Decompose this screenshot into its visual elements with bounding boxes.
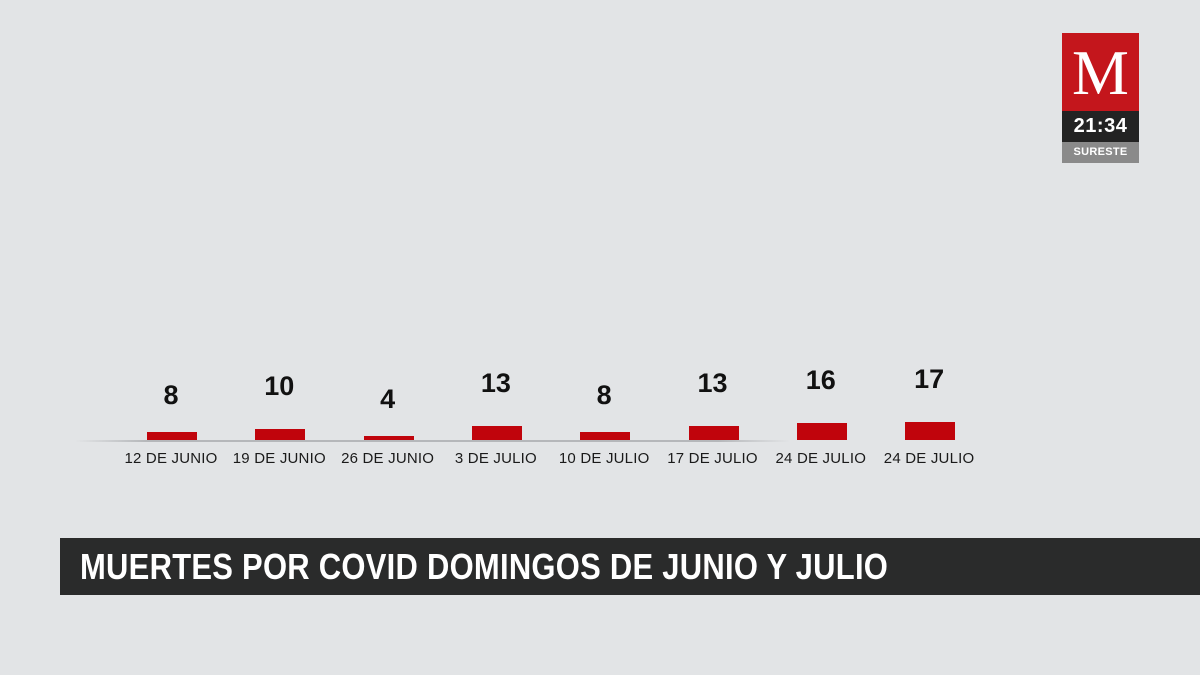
bar-group: 16 24 DE JULIO: [766, 0, 876, 480]
bar: [905, 422, 956, 440]
value-label: 10: [264, 371, 295, 401]
category-label: 3 DE JULIO: [454, 450, 537, 467]
category-label: 26 DE JUNIO: [341, 450, 435, 467]
value-label: 13: [480, 368, 511, 398]
value-label: 8: [163, 380, 179, 410]
bar: [255, 429, 306, 440]
chart-baseline: [75, 440, 790, 442]
value-label: 8: [596, 380, 612, 410]
bar-group: 8 12 DE JUNIO: [116, 0, 226, 480]
bar-group: 8 10 DE JULIO: [549, 0, 659, 480]
value-label: 4: [380, 384, 396, 414]
category-label: 24 DE JULIO: [883, 450, 975, 467]
bar-group: 4 26 DE JUNIO: [333, 0, 443, 480]
bar: [580, 432, 631, 440]
bar-group: 17 24 DE JULIO: [874, 0, 984, 480]
bar-chart: 8 12 DE JUNIO 10 19 DE JUNIO 4 26 DE JUNIO 13 3…: [75, 0, 984, 480]
chart-title: MUERTES POR COVID DOMINGOS DE JUNIO Y JU…: [80, 546, 889, 587]
category-label: 12 DE JUNIO: [124, 450, 218, 467]
bar-group: 10 19 DE JUNIO: [224, 0, 334, 480]
category-label: 24 DE JULIO: [775, 450, 867, 467]
clock-time: 21:34: [1062, 111, 1139, 142]
category-label: 17 DE JULIO: [667, 450, 758, 467]
bar: [796, 423, 847, 440]
title-bar: MUERTES POR COVID DOMINGOS DE JUNIO Y JU…: [60, 538, 1200, 595]
region-label: SURESTE: [1062, 142, 1139, 163]
bar: [147, 432, 197, 440]
bar-group: 13 17 DE JULIO: [658, 0, 768, 480]
value-label: 17: [914, 364, 945, 394]
category-label: 19 DE JUNIO: [232, 450, 326, 467]
value-label: 16: [805, 365, 836, 395]
bar: [363, 436, 414, 440]
bar: [688, 426, 739, 440]
milenio-logo: M 21:34 SURESTE: [1062, 33, 1139, 163]
logo-letter: M: [1062, 33, 1139, 111]
category-label: 10 DE JULIO: [558, 450, 650, 467]
value-label: 13: [697, 368, 728, 398]
bar: [471, 426, 522, 440]
bar-group: 13 3 DE JULIO: [441, 0, 551, 480]
